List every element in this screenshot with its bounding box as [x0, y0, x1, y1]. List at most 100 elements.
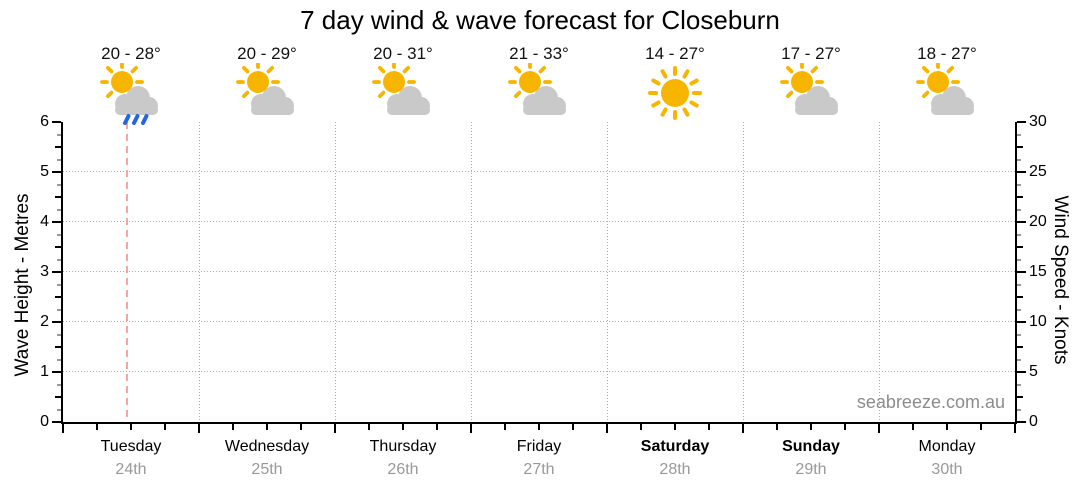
x-axis-tick: [334, 424, 336, 433]
right-axis-tick-label: 30: [1029, 113, 1047, 130]
v-gridline: [199, 122, 200, 422]
right-axis-tick: [1017, 383, 1021, 386]
right-axis-title: Wind Speed - Knots: [1050, 195, 1071, 365]
left-axis-tick-label: 4: [40, 213, 49, 230]
h-gridline: [63, 171, 1015, 172]
day-icon: [95, 60, 167, 125]
day-icon: [911, 60, 983, 125]
right-axis-tick: [1017, 121, 1026, 123]
v-gridline: [879, 122, 880, 422]
x-axis-minor-tick: [232, 424, 234, 430]
x-axis-minor-tick: [368, 424, 370, 430]
left-axis-tick: [52, 421, 61, 423]
x-axis-tick: [742, 424, 744, 433]
day-temp-label: 20 - 29°: [237, 44, 297, 63]
day-temp-label: 20 - 31°: [373, 44, 433, 63]
x-axis: [61, 422, 1017, 424]
h-gridline: [63, 271, 1015, 272]
day-icon: [503, 60, 575, 125]
x-axis-minor-tick: [810, 424, 812, 430]
x-axis-minor-tick: [164, 424, 166, 430]
right-axis-tick: [1017, 283, 1021, 286]
right-axis-tick: [1017, 321, 1026, 323]
day-date-label: 26th: [387, 461, 419, 478]
x-axis-minor-tick: [912, 424, 914, 430]
x-axis-tick: [198, 424, 200, 433]
x-axis-minor-tick: [538, 424, 540, 430]
x-axis-minor-tick: [980, 424, 982, 430]
x-axis-minor-tick: [436, 424, 438, 430]
day-icon: [367, 60, 439, 125]
x-axis-minor-tick: [300, 424, 302, 430]
sun-cloud-rain-icon: [100, 60, 158, 125]
x-axis-minor-tick: [946, 424, 948, 430]
left-axis-tick-label: 5: [40, 163, 49, 180]
right-axis-tick: [1017, 233, 1021, 236]
x-axis-minor-tick: [674, 424, 676, 430]
x-axis-tick: [878, 424, 880, 433]
day-date-label: 25th: [251, 461, 283, 478]
left-axis-tick: [57, 333, 61, 336]
x-axis-minor-tick: [402, 424, 404, 430]
left-axis-tick: [57, 283, 61, 286]
left-axis-tick-label: 0: [40, 413, 49, 430]
left-axis-tick: [55, 146, 61, 148]
right-axis-tick: [1017, 296, 1023, 298]
left-axis-tick: [55, 296, 61, 298]
x-axis-minor-tick: [640, 424, 642, 430]
left-axis-title: Wave Height - Metres: [12, 193, 33, 377]
right-axis-tick: [1017, 183, 1021, 186]
right-axis-tick-label: 15: [1029, 263, 1047, 280]
x-axis-minor-tick: [266, 424, 268, 430]
day-icon: [231, 60, 303, 125]
now-line: [125, 122, 128, 422]
right-axis-tick-label: 5: [1029, 363, 1038, 380]
day-temp-label: 14 - 27°: [645, 44, 705, 63]
day-date-label: 24th: [115, 461, 147, 478]
left-axis-tick: [55, 246, 61, 248]
right-axis-tick: [1017, 396, 1023, 398]
x-axis-minor-tick: [844, 424, 846, 430]
day-icon: [775, 60, 847, 125]
left-axis-tick-label: 3: [40, 263, 49, 280]
y-axis-left: [61, 122, 63, 424]
day-name-label: Wednesday: [224, 438, 310, 455]
right-axis-tick: [1017, 246, 1023, 248]
sun-cloud-icon: [372, 60, 430, 115]
left-axis-tick: [52, 321, 61, 323]
right-axis-tick: [1017, 133, 1021, 136]
right-axis-tick: [1017, 371, 1026, 373]
left-axis-tick-label: 6: [40, 113, 49, 130]
day-name-label: Thursday: [369, 438, 437, 455]
left-axis-tick: [57, 358, 61, 361]
v-gridline: [743, 122, 744, 422]
day-icon: [639, 63, 711, 125]
day-temp-label: 18 - 27°: [917, 44, 977, 63]
left-axis-tick: [55, 396, 61, 398]
right-axis-tick: [1017, 346, 1023, 348]
right-axis-tick: [1017, 421, 1026, 423]
left-axis-tick: [55, 346, 61, 348]
watermark: seabreeze.com.au: [856, 392, 1005, 412]
left-axis-tick: [52, 121, 61, 123]
right-axis-tick: [1017, 146, 1023, 148]
day-name-label: Friday: [516, 438, 562, 455]
x-axis-minor-tick: [572, 424, 574, 430]
right-axis-tick-label: 0: [1029, 413, 1038, 430]
right-axis-tick: [1017, 221, 1026, 223]
x-axis-minor-tick: [130, 424, 132, 430]
sun-cloud-icon: [916, 60, 974, 115]
left-axis-tick: [57, 183, 61, 186]
y-axis-right: [1015, 122, 1017, 424]
day-temp-label: 20 - 28°: [101, 44, 161, 63]
x-axis-tick: [1014, 424, 1016, 433]
left-axis-tick-label: 1: [40, 363, 49, 380]
right-axis-tick: [1017, 196, 1023, 198]
left-axis-tick: [57, 308, 61, 311]
day-date-label: 29th: [795, 461, 827, 478]
x-axis-tick: [470, 424, 472, 433]
h-gridline: [63, 221, 1015, 222]
x-axis-minor-tick: [708, 424, 710, 430]
